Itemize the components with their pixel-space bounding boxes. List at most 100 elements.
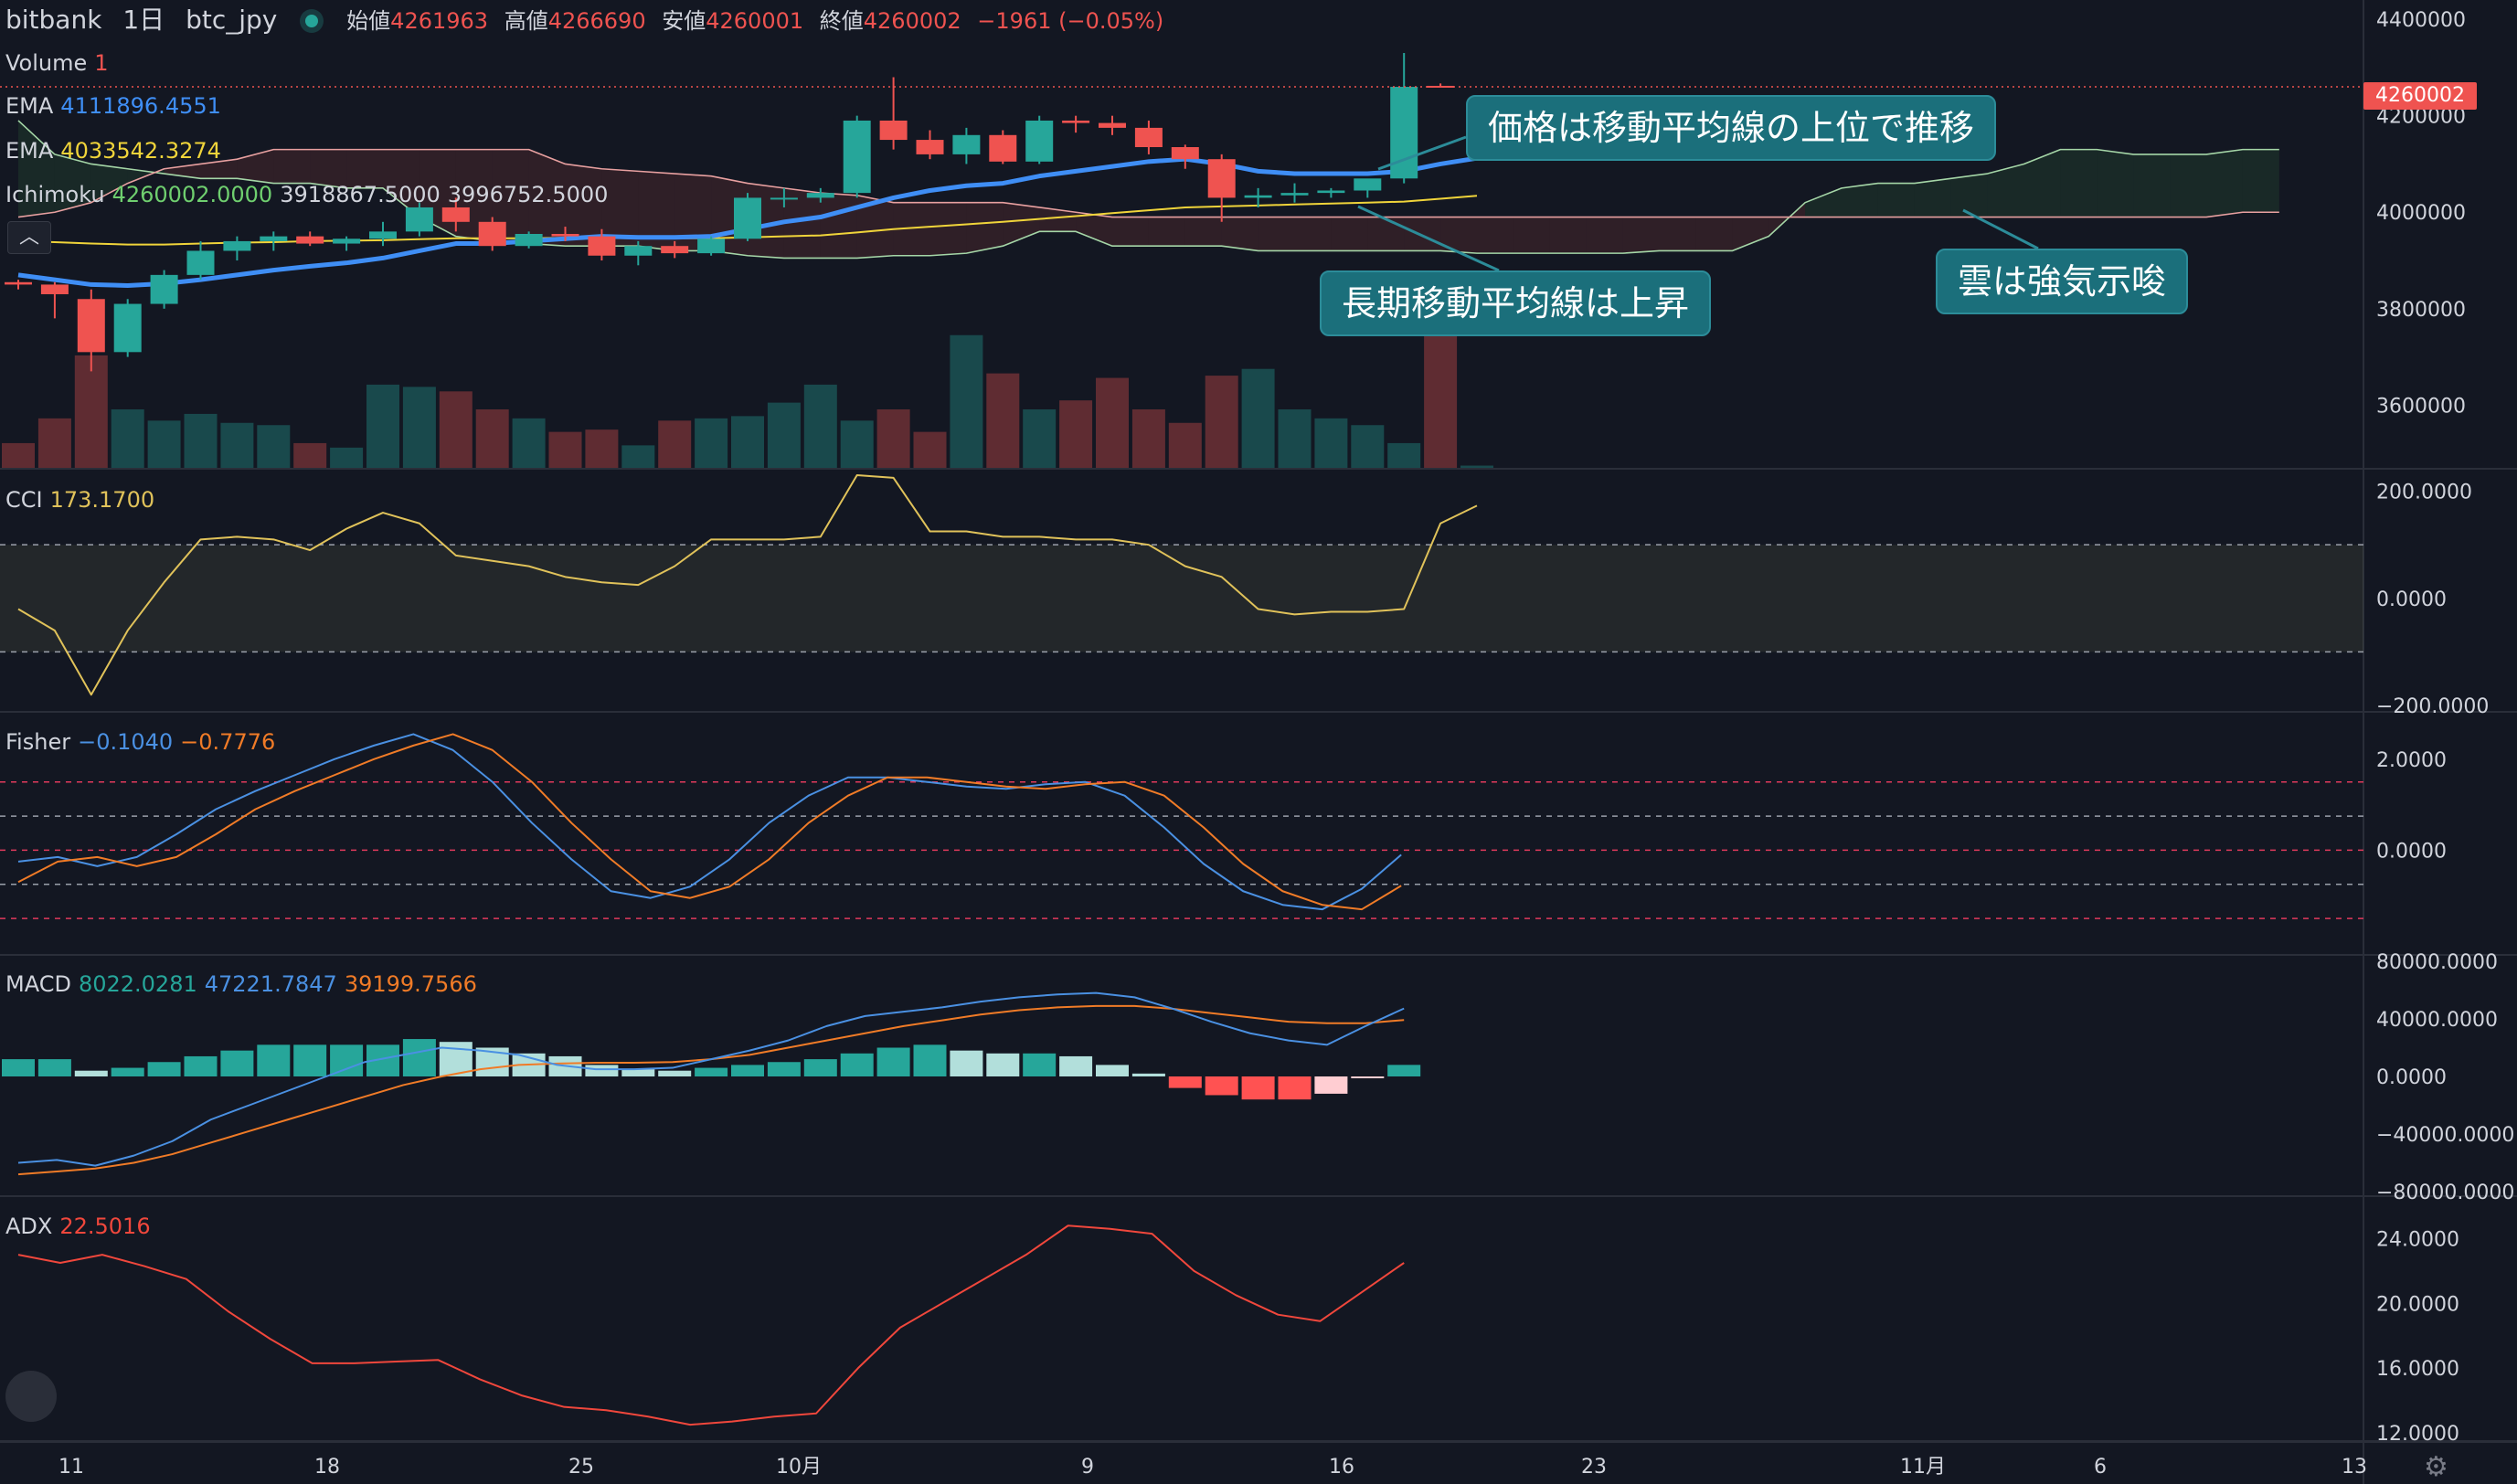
ema-slow-legend-value: 4033542.3274 [60,138,221,164]
exchange-name[interactable]: bitbank [5,5,102,35]
ichimoku-cloud-segment [1877,183,1915,217]
adx-legend[interactable]: ADX 22.5016 [5,1213,158,1240]
volume-bar [1351,425,1385,468]
volume-bar [184,413,218,468]
ichimoku-cloud-segment [1258,217,1295,251]
candle-body [150,274,178,304]
cci-band [0,545,2363,652]
macd-histogram-bar [803,1059,837,1076]
macd-histogram-bar [74,1070,108,1076]
cci-tick-label: 200.0000 [2376,482,2472,504]
callout-pointer [1357,205,1500,272]
cci-legend[interactable]: CCI 173.1700 [5,486,162,514]
macd-histogram-bar [184,1055,218,1076]
volume-legend-value: 1 [94,50,109,76]
macd-legend[interactable]: MACD 8022.0281 47221.7847 39199.7566 [5,970,484,998]
ichimoku-cloud-segment [1221,217,1258,251]
fisher-legend-name: Fisher [5,729,71,755]
macd-tick-label: 0.0000 [2376,1066,2447,1089]
macd-histogram-bar [731,1065,764,1076]
ichimoku-cloud-segment [1987,164,2024,217]
candle-body [260,236,288,241]
volume-bar [621,445,655,468]
ichimoku-cloud-segment [1549,217,1587,254]
price-tick-label: 3800000 [2376,299,2466,322]
market-status-icon [305,15,319,27]
volume-legend[interactable]: Volume 1 [5,49,116,77]
ichimoku-span-a [17,120,2279,260]
fisher-tick-label: 0.0000 [2376,840,2447,863]
volume-bar [840,420,874,468]
callout-ema-above: 価格は移動平均線の上位で推移 [1466,95,1997,161]
ichimoku-cloud-segment [1659,217,1696,251]
callout-cloud-bullish: 雲は強気示唆 [1936,249,2189,314]
adx-line [17,1224,1405,1426]
ichimoku-cloud-segment [2023,149,2061,217]
macd-histogram-bar [1314,1076,1348,1094]
candle-body [1171,146,1199,160]
ichimoku-cloud-segment [1184,217,1222,247]
ichimoku-legend[interactable]: Ichimoku 4260002.0000 3918867.5000 3996752.… [5,181,615,208]
collapse-legend-button[interactable]: ︿ [7,221,51,254]
cci-tick-label: −200.0000 [2376,695,2489,718]
high-value: 4266690 [547,8,646,34]
volume-bar [111,409,144,468]
volume-bar [475,409,509,468]
ichimoku-cloud-segment [1622,217,1660,254]
volume-bar [293,442,327,468]
macd-legend-value-3: 39199.7566 [344,971,477,997]
ichimoku-cloud-segment [1950,174,1988,217]
ichimoku-cloud-segment [2097,149,2134,217]
candle-body [223,240,251,251]
volume-bar [1168,422,1202,468]
macd-histogram-bar [1059,1055,1093,1076]
fisher-line [17,733,1402,911]
adx-legend-name: ADX [5,1214,53,1239]
ichimoku-cloud-segment [1076,212,1112,247]
candle-body [1317,190,1345,194]
ichimoku-cloud-segment [2170,154,2206,217]
macd-histogram-bar [585,1065,619,1076]
candle-body [1207,159,1236,198]
low-value: 4260001 [706,8,804,34]
candle-body [588,236,616,256]
ichimoku-cloud-segment [1039,207,1077,232]
volume-legend-name: Volume [5,50,88,76]
volume-bar [1460,465,1493,468]
volume-bar [1241,368,1275,468]
gear-icon[interactable]: ⚙ [2424,1451,2448,1483]
volume-bar [220,422,254,468]
macd-histogram-bar [1278,1076,1312,1100]
candle-body [624,246,653,256]
volume-bar [257,425,291,468]
volume-bar [37,418,71,468]
volume-bar [658,420,692,468]
ichimoku-cloud-segment [783,187,821,259]
fisher-tick-label: 2.0000 [2376,749,2447,772]
candle-body [40,284,69,294]
macd-histogram-bar [1241,1076,1275,1100]
close-value: 4260002 [863,8,961,34]
volume-bar [1314,418,1348,468]
ichimoku-cloud-segment [1586,217,1623,254]
high-label: 高値 [504,8,548,34]
cci-legend-value: 173.1700 [49,487,155,513]
candle-body [1354,178,1382,191]
price-tick-label: 4400000 [2376,9,2466,32]
volume-bar [986,373,1020,468]
ichimoku-cloud-segment [2060,149,2098,217]
fisher-legend[interactable]: Fisher −0.1040 −0.7776 [5,728,282,756]
macd-histogram-bar [913,1044,947,1076]
volume-bar [695,418,728,468]
volume-bar [1096,377,1129,468]
ichimoku-cloud-segment [1440,217,1477,254]
interval-label[interactable]: 1日 [122,5,165,35]
ema-slow-legend[interactable]: EMA 4033542.3274 [5,137,228,164]
ichimoku-span-b [17,148,2279,218]
ema-fast-legend-name: EMA [5,93,54,119]
symbol-name[interactable]: btc_jpy [186,5,278,35]
time-tick-label: 16 [1329,1456,1354,1479]
tradingview-logo-icon[interactable] [5,1371,57,1422]
ema-fast-legend[interactable]: EMA 4111896.4551 [5,92,228,120]
